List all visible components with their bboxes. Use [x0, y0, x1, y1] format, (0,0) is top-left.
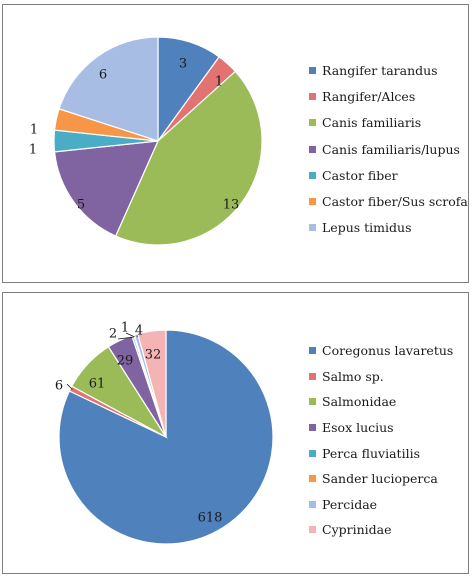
legend-swatch: [309, 500, 316, 508]
legend-swatch: [309, 526, 316, 534]
legend-label: Canis familiaris/lupus: [322, 141, 460, 157]
legend-label: Coregonus lavaretus: [322, 343, 454, 359]
legend-item-canis-familiaris-lupus: Canis familiaris/lupus: [309, 136, 468, 162]
data-label-perca-fluviatilis: 2: [109, 327, 117, 342]
pie-slice-lepus-timidus: [58, 36, 159, 142]
legend-mammals: Rangifer tarandus Rangifer/Alces Canis fam…: [309, 57, 468, 241]
pie-slice-canis-familiaris: [114, 70, 263, 246]
legend-label: Rangifer tarandus: [322, 62, 438, 78]
legend-label: Salmo sp.: [322, 368, 384, 384]
legend-swatch: [309, 198, 316, 206]
legend-label: Lepus timidus: [322, 220, 412, 236]
chart-panel-top: 3 1 13 5 1 1 6 Rangifer tarandus Rangifer/Alces…: [2, 4, 469, 283]
legend-item-salmo-sp: Salmo sp.: [309, 364, 453, 390]
legend-label: Sander lucioperca: [322, 471, 438, 487]
data-label-canis-familiaris-lupus: 5: [77, 198, 85, 213]
chart-panel-bottom: 618 6 61 29 2 1 4 32 Coregonus lavaretus Salmo s…: [2, 292, 469, 574]
data-label-salmo-sp: 6: [55, 379, 63, 394]
legend-label: Percidae: [322, 496, 378, 512]
legend-label: Cyprinidae: [322, 522, 392, 538]
legend-swatch: [309, 224, 316, 232]
legend-item-perca-fluviatilis: Perca fluviatilis: [309, 440, 453, 466]
data-label-cyprinidae: 32: [145, 348, 162, 363]
legend-item-esox-lucius: Esox lucius: [309, 415, 453, 441]
data-label-rangifer-tarandus: 3: [179, 57, 187, 72]
legend-swatch: [309, 398, 316, 406]
legend-item-canis-familiaris: Canis familiaris: [309, 110, 468, 136]
legend-label: Rangifer/Alces: [322, 88, 416, 104]
legend-item-percidae: Percidae: [309, 492, 453, 518]
legend-swatch: [309, 475, 316, 483]
legend-item-rangifer-tarandus: Rangifer tarandus: [309, 57, 468, 83]
legend-item-castor-fiber-sus-scrofa: Castor fiber/Sus scrofa: [309, 188, 468, 214]
data-label-sander-lucioperca: 1: [121, 321, 129, 336]
data-label-coregonus-lavaretus: 618: [198, 511, 223, 526]
pie-slice-canis-familiaris-lupus: [53, 140, 159, 237]
data-label-castor-fiber: 1: [29, 143, 37, 158]
legend-label: Salmonidae: [322, 394, 397, 410]
legend-swatch: [309, 347, 316, 355]
legend-label: Castor fiber/Sus scrofa: [322, 194, 468, 210]
data-label-salmonidae: 61: [89, 377, 106, 392]
legend-label: Esox lucius: [322, 420, 394, 436]
data-label-castor-fiber-sus-scrofa: 1: [30, 123, 38, 138]
legend-label: Canis familiaris: [322, 115, 422, 131]
legend-swatch: [309, 66, 316, 74]
legend-label: Castor fiber: [322, 167, 398, 183]
legend-swatch: [309, 171, 316, 179]
leader-line: [117, 336, 134, 340]
legend-item-coregonus-lavaretus: Coregonus lavaretus: [309, 338, 453, 364]
legend-swatch: [309, 372, 316, 380]
legend-item-sander-lucioperca: Sander lucioperca: [309, 466, 453, 492]
pie-chart-mammals: 3 1 13 5 1 1 6: [29, 36, 263, 246]
data-label-percidae: 4: [135, 324, 143, 339]
legend-swatch: [309, 424, 316, 432]
legend-swatch: [309, 119, 316, 127]
data-label-lepus-timidus: 6: [99, 68, 107, 83]
legend-swatch: [309, 145, 316, 153]
data-label-canis-familiaris: 13: [223, 198, 240, 213]
data-label-esox-lucius: 29: [117, 354, 134, 369]
leader-line: [125, 332, 135, 338]
pie-slice-cyprinidae: [137, 329, 167, 438]
legend-fish: Coregonus lavaretus Salmo sp. Salmonidae Es…: [309, 338, 453, 543]
legend-label: Perca fluviatilis: [322, 445, 420, 461]
legend-swatch: [309, 449, 316, 457]
legend-item-lepus-timidus: Lepus timidus: [309, 215, 468, 241]
legend-item-salmonidae: Salmonidae: [309, 389, 453, 415]
legend-item-cyprinidae: Cyprinidae: [309, 517, 453, 543]
leader-line: [66, 383, 73, 390]
legend-item-rangifer-alces: Rangifer/Alces: [309, 83, 468, 109]
legend-item-castor-fiber: Castor fiber: [309, 162, 468, 188]
legend-swatch: [309, 92, 316, 100]
pie-chart-fish: 618 6 61 292 1 432: [55, 321, 274, 545]
data-label-rangifer-alces: 1: [215, 75, 223, 90]
